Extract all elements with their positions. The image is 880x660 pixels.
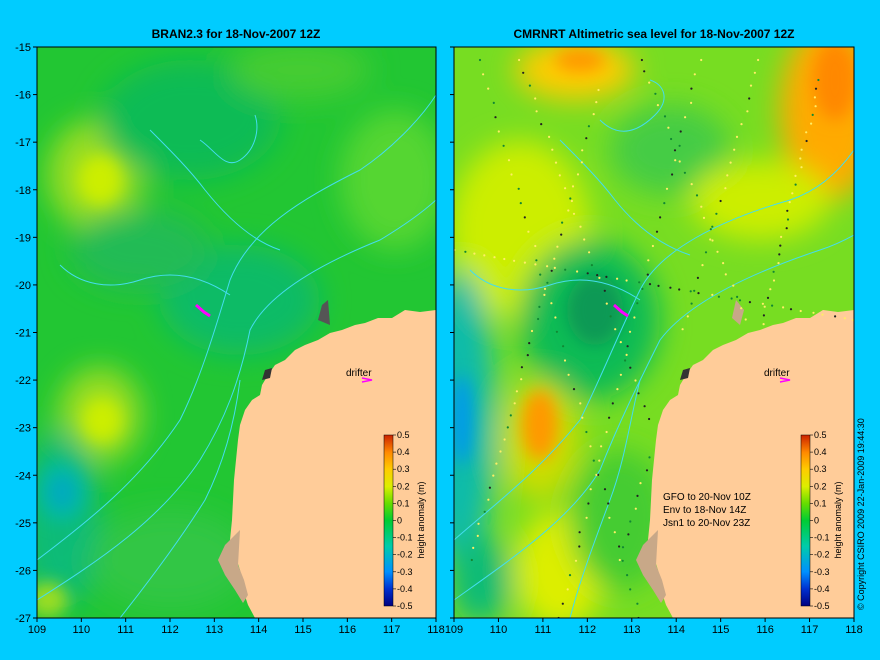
colorbar-tick-label: 0.1 <box>814 498 827 508</box>
lon-tick-label: 115 <box>294 624 312 636</box>
left-axis-ticks: 109 110 111 112 113 114 115 116 117 118 -15 -16 -17 -… <box>15 42 445 636</box>
left-drifter-label: drifter <box>346 368 372 379</box>
lon-tick-label: 114 <box>667 624 685 636</box>
note-env: Env to 18-Nov 14Z <box>663 505 746 516</box>
colorbar-tick-label: 0.3 <box>397 464 410 474</box>
lon-tick-label: 109 <box>28 624 46 636</box>
lon-tick-label: 117 <box>801 624 819 636</box>
colorbar-tick-label: -0.5 <box>814 601 830 611</box>
colorbar-tick-label: -0.2 <box>397 550 413 560</box>
lat-tick-label: -21 <box>15 328 31 340</box>
colorbar-tick-label: 0.3 <box>814 464 827 474</box>
colorbar-tick-label: 0 <box>397 516 402 526</box>
lat-tick-label: -24 <box>15 470 31 482</box>
lon-tick-label: 110 <box>490 624 508 636</box>
right-drifter-label: drifter <box>764 368 790 379</box>
lon-tick-label: 115 <box>712 624 730 636</box>
copyright-text: © Copyright CSIRO 2009 22-Jan-2009 19:44… <box>856 418 866 610</box>
lat-tick-label: -20 <box>15 280 31 292</box>
lon-tick-label: 114 <box>250 624 268 636</box>
colorbar-tick-label: -0.4 <box>397 584 413 594</box>
left-map-panel: drifter <box>37 47 436 618</box>
lat-tick-label: -16 <box>15 90 31 102</box>
colorbar-tick-label: 0.5 <box>397 430 410 440</box>
lon-tick-label: 113 <box>206 624 224 636</box>
lat-tick-label: -15 <box>15 42 31 54</box>
colorbar-tick-label: -0.1 <box>814 533 830 543</box>
lon-tick-label: 113 <box>623 624 641 636</box>
lon-tick-label: 109 <box>445 624 463 636</box>
left-colorbar-label: height anomaly (m) <box>416 481 426 558</box>
colorbar-tick-label: -0.3 <box>397 567 413 577</box>
lon-tick-label: 112 <box>579 624 597 636</box>
colorbar-tick-label: -0.2 <box>814 550 830 560</box>
right-panel-title: CMRNRT Altimetric sea level for 18-Nov-2… <box>514 27 795 41</box>
note-jsn1: Jsn1 to 20-Nov 23Z <box>663 518 750 529</box>
lat-tick-label: -17 <box>15 137 31 149</box>
right-axis-ticks: 109 110 111 112 113 114 115 116 117 118 <box>445 46 863 636</box>
lon-tick-label: 110 <box>73 624 91 636</box>
right-map-panel: drifter GFO to 20-Nov 10Z Env to 18-Nov … <box>454 47 854 618</box>
colorbar-tick-label: 0.2 <box>397 481 410 491</box>
lat-tick-label: -26 <box>15 565 31 577</box>
note-gfo: GFO to 20-Nov 10Z <box>663 492 751 503</box>
left-panel-title: BRAN2.3 for 18-Nov-2007 12Z <box>152 27 321 41</box>
lon-tick-label: 111 <box>535 624 552 636</box>
lat-tick-label: -23 <box>15 423 31 435</box>
colorbar-tick-label: 0.2 <box>814 481 827 491</box>
left-drifter-track <box>195 303 211 318</box>
colorbar-tick-label: 0.5 <box>814 430 827 440</box>
colorbar-tick-label: 0.4 <box>397 447 410 457</box>
colorbar-tick-label: 0.4 <box>814 447 827 457</box>
lon-tick-label: 112 <box>161 624 179 636</box>
lon-tick-label: 118 <box>427 624 445 636</box>
right-drifter-track <box>613 303 629 318</box>
lon-tick-label: 118 <box>845 624 863 636</box>
lat-tick-label: -19 <box>15 232 31 244</box>
lon-tick-label: 116 <box>339 624 357 636</box>
lat-tick-label: -22 <box>15 375 31 387</box>
colorbar-tick-label: -0.3 <box>814 567 830 577</box>
lat-tick-label: -18 <box>15 185 31 197</box>
lat-tick-label: -25 <box>15 518 31 530</box>
colorbar-tick-label: -0.1 <box>397 533 413 543</box>
left-colorbar: 0.5 0.4 0.3 0.2 0.1 0 -0.1 -0.2 -0.3 -0.4 -0.5 hei… <box>383 430 426 611</box>
lon-tick-label: 111 <box>117 624 134 636</box>
colorbar-tick-label: 0.1 <box>397 498 410 508</box>
lat-tick-label: -27 <box>15 613 31 625</box>
lon-tick-label: 116 <box>756 624 774 636</box>
colorbar-tick-label: -0.4 <box>814 584 830 594</box>
lon-tick-label: 117 <box>383 624 401 636</box>
right-colorbar: 0.5 0.4 0.3 0.2 0.1 0 -0.1 -0.2 -0.3 -0.4 -0.5 hei… <box>800 430 843 611</box>
colorbar-tick-label: -0.5 <box>397 601 413 611</box>
right-colorbar-label: height anomaly (m) <box>833 481 843 558</box>
colorbar-tick-label: 0 <box>814 516 819 526</box>
